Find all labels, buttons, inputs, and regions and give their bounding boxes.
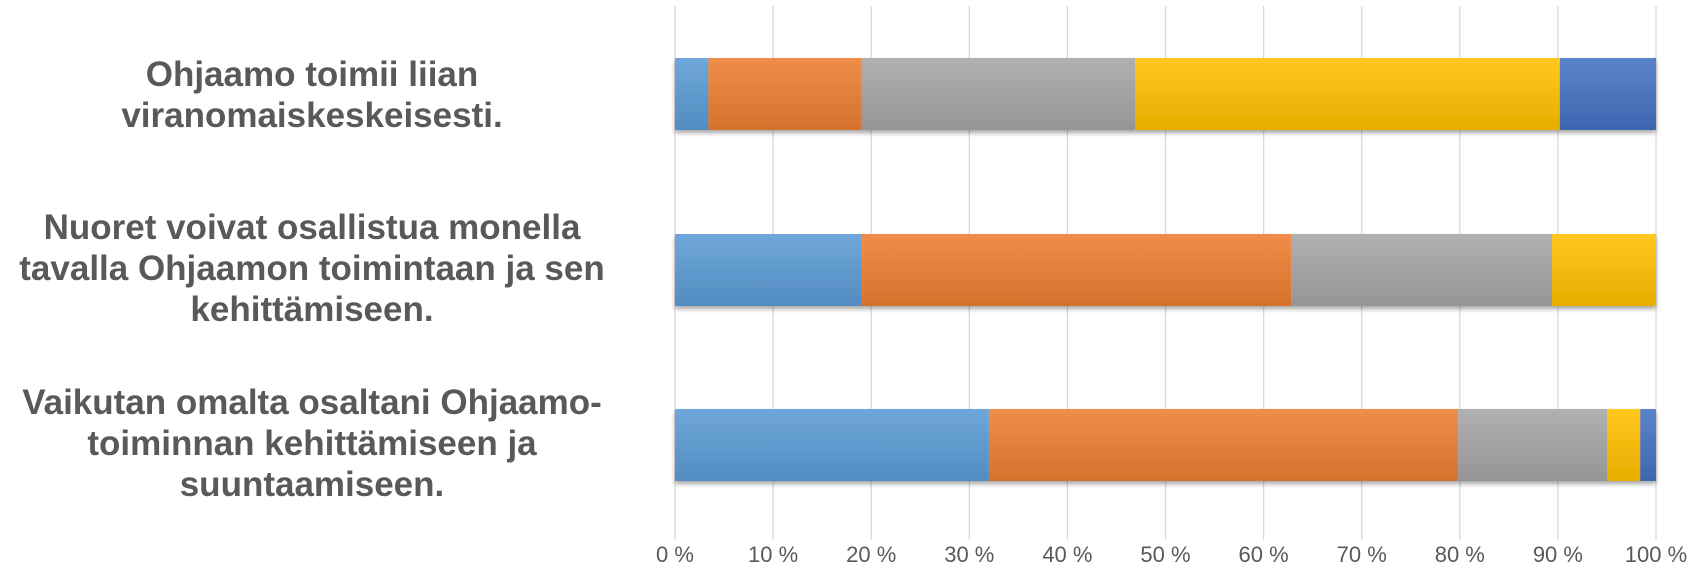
category-label-line: Vaikutan omalta osaltani Ohjaamo- [22, 382, 602, 422]
bar-segment [988, 409, 1458, 481]
x-tick-label: 50 % [1140, 542, 1190, 567]
bar-group [675, 58, 1656, 130]
bar-segment [861, 234, 1292, 306]
bar-segment [675, 58, 709, 130]
bar-group [675, 409, 1656, 481]
bars [675, 58, 1656, 481]
category-label-line: viranomaiskeskeisesti. [121, 96, 503, 135]
x-tick-label: 70 % [1337, 542, 1387, 567]
bar-segment [708, 58, 862, 130]
bar-segment [1457, 409, 1607, 481]
bar-segment [1291, 234, 1553, 306]
bar-segment [1552, 234, 1656, 306]
x-tick-label: 10 % [748, 542, 798, 567]
category-label: Ohjaamo toimii liian viranomaiskeskeisest… [0, 54, 632, 136]
bar-segment [1135, 58, 1560, 130]
category-label-line: tavalla Ohjaamon toimintaan ja sen [19, 248, 605, 288]
category-label-line: suuntaamiseen. [179, 464, 445, 504]
bar-group [675, 234, 1656, 306]
x-tick-label: 20 % [846, 542, 896, 567]
x-tick-label: 90 % [1533, 542, 1583, 567]
category-label: Vaikutan omalta osaltani Ohjaamo-toiminn… [0, 382, 632, 505]
bar-segment [675, 409, 989, 481]
x-tick-label: 60 % [1239, 542, 1289, 567]
bar-segment [1559, 58, 1656, 130]
x-tick-labels: 0 % 10 % 20 % 30 % 40 % 50 % 60 % 70 % 80 % 90 % 1… [656, 542, 1687, 567]
bar-segment [861, 58, 1136, 130]
bar-segment [675, 234, 862, 306]
x-tick-label: 40 % [1042, 542, 1092, 567]
category-label-line: toiminnan kehittämiseen ja [87, 423, 537, 463]
category-label-line: kehittämiseen. [190, 289, 434, 329]
category-label-line: Ohjaamo toimii liian [145, 55, 479, 94]
category-label-line: Nuoret voivat osallistua monella [43, 207, 581, 247]
x-tick-label: 100 % [1625, 542, 1687, 567]
bar-segment [1640, 409, 1656, 481]
bar-segment [1606, 409, 1641, 481]
x-tick-label: 80 % [1435, 542, 1485, 567]
x-tick-label: 0 % [656, 542, 694, 567]
x-tick-label: 30 % [944, 542, 994, 567]
category-label: Nuoret voivat osallistua monella tavalla … [0, 207, 632, 330]
